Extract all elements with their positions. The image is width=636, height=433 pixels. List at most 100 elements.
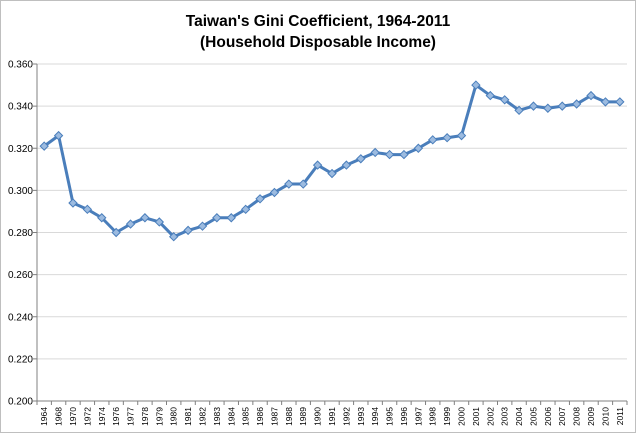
- data-point: [183, 225, 193, 236]
- x-tick-label: 1994: [370, 407, 380, 426]
- y-tick-label: 0.340: [8, 102, 33, 113]
- data-point: [68, 198, 78, 208]
- x-tick-label: 1981: [183, 407, 193, 426]
- x-tick-label: 1968: [54, 407, 64, 426]
- data-point: [557, 101, 567, 111]
- data-point: [413, 143, 424, 153]
- data-point: [456, 130, 467, 141]
- x-tick-label: 2010: [600, 407, 610, 426]
- x-tick-label: 1986: [255, 407, 265, 426]
- x-tick-label: 1998: [428, 407, 438, 426]
- data-point: [255, 194, 265, 204]
- x-tick-label: 1979: [154, 407, 164, 426]
- data-point: [111, 227, 121, 238]
- data-point: [528, 101, 539, 111]
- y-tick-label: 0.220: [8, 354, 33, 365]
- x-tick-label: 1988: [284, 407, 294, 426]
- x-tick-label: 2009: [586, 407, 596, 426]
- x-tick-label: 2007: [557, 407, 567, 426]
- data-point: [140, 213, 150, 223]
- data-point: [226, 213, 236, 223]
- x-tick-label: 1974: [97, 407, 107, 426]
- x-tick-label: 2006: [543, 407, 553, 426]
- data-point: [586, 90, 596, 101]
- x-tick-label: 1982: [197, 407, 207, 426]
- data-point: [154, 217, 165, 227]
- x-tick-label: 1984: [226, 407, 236, 426]
- y-tick-labels: 0.200 0.220 0.240 0.260 0.280 0.300 0.320 0.340…: [8, 60, 33, 408]
- x-tick-label: 1980: [169, 407, 179, 426]
- data-point: [197, 221, 208, 231]
- data-point: [97, 213, 107, 223]
- data-point: [499, 95, 510, 105]
- x-tick-labels: 1964 1968 1970 1972 1974 1976 1977 1978 1979 1980…: [39, 407, 625, 426]
- data-point: [125, 219, 136, 229]
- x-tick-label: 2008: [572, 407, 582, 426]
- data-point: [442, 133, 452, 143]
- series-layer: [39, 80, 625, 242]
- y-tick-label: 0.300: [8, 186, 33, 197]
- x-tick-label: 1997: [413, 407, 423, 426]
- x-tick-label: 1978: [140, 407, 150, 426]
- data-point: [543, 103, 553, 113]
- x-tick-label: 1993: [356, 407, 366, 426]
- data-point: [571, 99, 582, 109]
- x-tick-label: 2005: [528, 407, 538, 426]
- data-point: [327, 168, 337, 179]
- x-tick-label: 1989: [298, 407, 308, 426]
- x-tick-label: 1996: [399, 407, 409, 426]
- x-tick-label: 1992: [341, 407, 351, 426]
- data-point: [485, 90, 495, 101]
- data-point: [82, 204, 93, 215]
- y-tick-label: 0.320: [8, 144, 33, 155]
- x-tick-label: 1976: [111, 407, 121, 426]
- x-tick-label: 2011: [615, 407, 625, 426]
- x-tick-label: 1970: [68, 407, 78, 426]
- data-point: [169, 232, 179, 242]
- x-tick-label: 1991: [327, 407, 337, 426]
- data-point: [615, 97, 625, 107]
- x-tick-label: 1977: [126, 407, 136, 426]
- data-point: [284, 179, 294, 189]
- data-point: [341, 160, 352, 170]
- x-tick-label: 1995: [385, 407, 395, 426]
- data-point: [370, 147, 380, 158]
- data-point: [53, 130, 64, 141]
- x-tick-label: 1972: [82, 407, 92, 426]
- x-tick-label: 1999: [442, 407, 452, 426]
- y-tick-label: 0.280: [8, 228, 33, 239]
- data-point: [399, 149, 409, 160]
- axes: [33, 63, 628, 405]
- x-tick-label: 2001: [471, 407, 481, 426]
- data-point: [428, 135, 438, 145]
- x-tick-label: 1990: [313, 407, 323, 426]
- grid-lines: [37, 63, 627, 360]
- data-point: [39, 141, 49, 151]
- data-point: [356, 154, 366, 164]
- x-tick-label: 1964: [39, 407, 49, 426]
- y-tick-label: 0.200: [8, 397, 33, 408]
- data-point: [384, 149, 395, 160]
- data-point: [600, 97, 611, 107]
- chart-subtitle: (Household Disposable Income): [200, 34, 436, 51]
- x-tick-label: 1985: [241, 407, 251, 426]
- data-point: [471, 80, 481, 90]
- y-tick-label: 0.260: [8, 270, 33, 281]
- x-tick-label: 2000: [457, 407, 467, 426]
- data-point: [240, 204, 251, 215]
- x-tick-label: 2002: [485, 407, 495, 426]
- data-point: [514, 105, 524, 116]
- y-tick-label: 0.240: [8, 312, 33, 323]
- data-point: [298, 179, 308, 189]
- y-tick-label: 0.360: [8, 60, 33, 71]
- x-tick-label: 2003: [500, 407, 510, 426]
- data-point: [312, 160, 323, 170]
- chart-title: Taiwan's Gini Coefficient, 1964-2011: [186, 13, 451, 30]
- x-tick-label: 2004: [514, 407, 524, 426]
- data-point: [212, 213, 222, 223]
- data-point: [269, 187, 280, 198]
- x-tick-label: 1983: [212, 407, 222, 426]
